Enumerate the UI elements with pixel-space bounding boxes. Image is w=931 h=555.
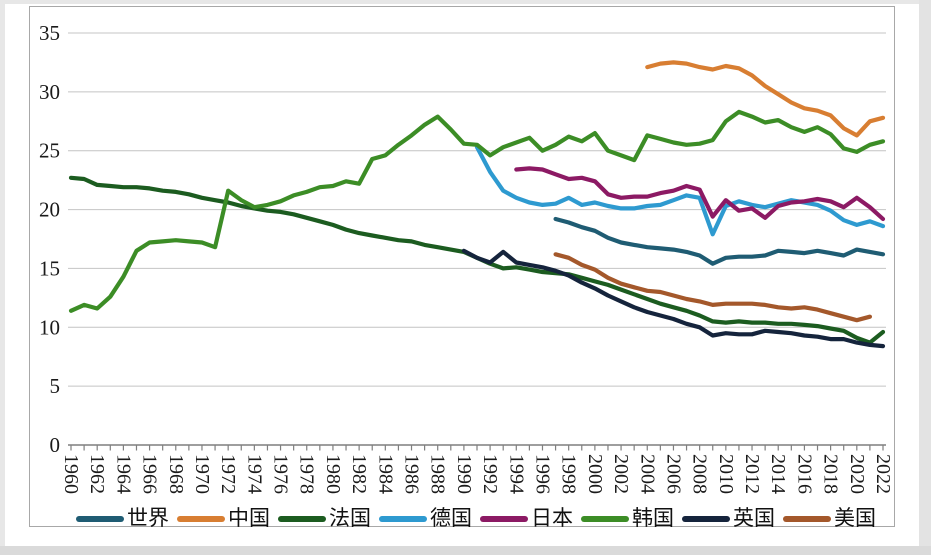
legend-label-france: 法国: [329, 506, 371, 530]
legend-swatch-germany: [379, 515, 427, 522]
legend-label-korea: 韩国: [632, 506, 674, 530]
legend-item-world: 世界: [76, 508, 169, 529]
x-tick-label-1996: 1996: [531, 454, 553, 494]
page-margin-right: [919, 0, 931, 555]
x-tick-label-1966: 1966: [139, 454, 161, 494]
legend-swatch-japan: [480, 515, 528, 522]
legend-label-china: 中国: [228, 506, 270, 530]
y-tick-label-30: 30: [39, 80, 60, 104]
legend-label-germany: 德国: [430, 506, 472, 530]
y-tick-label-10: 10: [39, 315, 60, 339]
x-tick-label-2012: 2012: [741, 454, 763, 494]
x-tick-label-1960: 1960: [60, 454, 82, 494]
y-tick-label-5: 5: [50, 374, 61, 398]
x-tick-label-1990: 1990: [453, 454, 475, 494]
legend-item-china: 中国: [177, 508, 270, 529]
x-tick-label-1984: 1984: [374, 454, 396, 494]
y-tick-label-25: 25: [39, 139, 60, 163]
x-tick-label-2000: 2000: [584, 454, 606, 494]
x-tick-label-1970: 1970: [191, 454, 213, 494]
x-tick-label-2014: 2014: [767, 454, 789, 494]
legend-swatch-china: [177, 515, 225, 522]
x-tick-label-2002: 2002: [610, 454, 632, 494]
chart-frame: 0 5 10 15 20 25 30 35 1960 1962 1964 1966 1968 1970 19…: [29, 6, 895, 529]
x-tick-label-1974: 1974: [243, 454, 265, 494]
x-tick-label-1972: 1972: [217, 454, 239, 494]
x-tick-label-2018: 2018: [820, 454, 842, 494]
legend-swatch-uk: [682, 515, 730, 522]
series-line-world: [553, 216, 886, 266]
legend-label-uk: 英国: [733, 506, 775, 530]
x-tick-label-1976: 1976: [270, 454, 292, 494]
chart-legend: 世界 中国 法国 德国 日本 韩国 英国 美国: [76, 508, 884, 529]
x-axis-labels: 1960 1962 1964 1966 1968 1970 1972 1974 1976 1978…: [60, 454, 894, 494]
x-tick-label-2016: 2016: [793, 454, 815, 494]
x-tick-label-1998: 1998: [558, 454, 580, 494]
legend-item-germany: 德国: [379, 508, 472, 529]
x-tick-label-2010: 2010: [715, 454, 737, 494]
page-margin-top: [0, 0, 931, 4]
legend-swatch-usa: [783, 515, 831, 522]
legend-item-uk: 英国: [682, 508, 775, 529]
x-tick-label-2008: 2008: [689, 454, 711, 494]
x-tick-label-1986: 1986: [401, 454, 423, 494]
legend-label-world: 世界: [127, 506, 169, 530]
series-line-korea: [68, 109, 886, 313]
series-line-usa: [553, 252, 873, 323]
series-line-france: [68, 175, 886, 345]
legend-item-korea: 韩国: [581, 508, 674, 529]
legend-swatch-france: [278, 515, 326, 522]
y-tick-label-35: 35: [39, 21, 60, 45]
legend-label-japan: 日本: [531, 506, 573, 530]
page-margin-left: [0, 0, 5, 555]
legend-label-usa: 美国: [834, 506, 876, 530]
series-line-germany: [474, 145, 886, 237]
y-tick-label-20: 20: [39, 198, 60, 222]
x-tick-label-1964: 1964: [112, 454, 134, 494]
x-tick-label-1962: 1962: [86, 454, 108, 494]
series-line-uk: [461, 248, 886, 349]
legend-item-france: 法国: [278, 508, 371, 529]
x-tick-label-1988: 1988: [427, 454, 449, 494]
series-lines: [68, 60, 886, 349]
legend-item-usa: 美国: [783, 508, 876, 529]
legend-item-japan: 日本: [480, 508, 573, 529]
x-tick-label-1982: 1982: [348, 454, 370, 494]
y-axis-labels: 0 5 10 15 20 25 30 35: [39, 21, 60, 457]
x-tick-label-1980: 1980: [322, 454, 344, 494]
x-tick-label-2020: 2020: [846, 454, 868, 494]
legend-swatch-world: [76, 515, 124, 522]
x-tick-label-2006: 2006: [662, 454, 684, 494]
y-tick-label-15: 15: [39, 256, 60, 280]
series-line-japan: [514, 166, 886, 222]
x-tick-label-1992: 1992: [479, 454, 501, 494]
x-tick-label-1994: 1994: [505, 454, 527, 494]
legend-swatch-korea: [581, 515, 629, 522]
x-tick-label-1978: 1978: [296, 454, 318, 494]
x-axis-ticks: [70, 445, 884, 451]
x-tick-label-2022: 2022: [872, 454, 894, 494]
y-tick-label-0: 0: [50, 433, 61, 457]
page-margin-bottom: [0, 546, 931, 555]
x-tick-label-2004: 2004: [636, 454, 658, 494]
series-line-china: [645, 60, 886, 138]
x-tick-label-1968: 1968: [165, 454, 187, 494]
